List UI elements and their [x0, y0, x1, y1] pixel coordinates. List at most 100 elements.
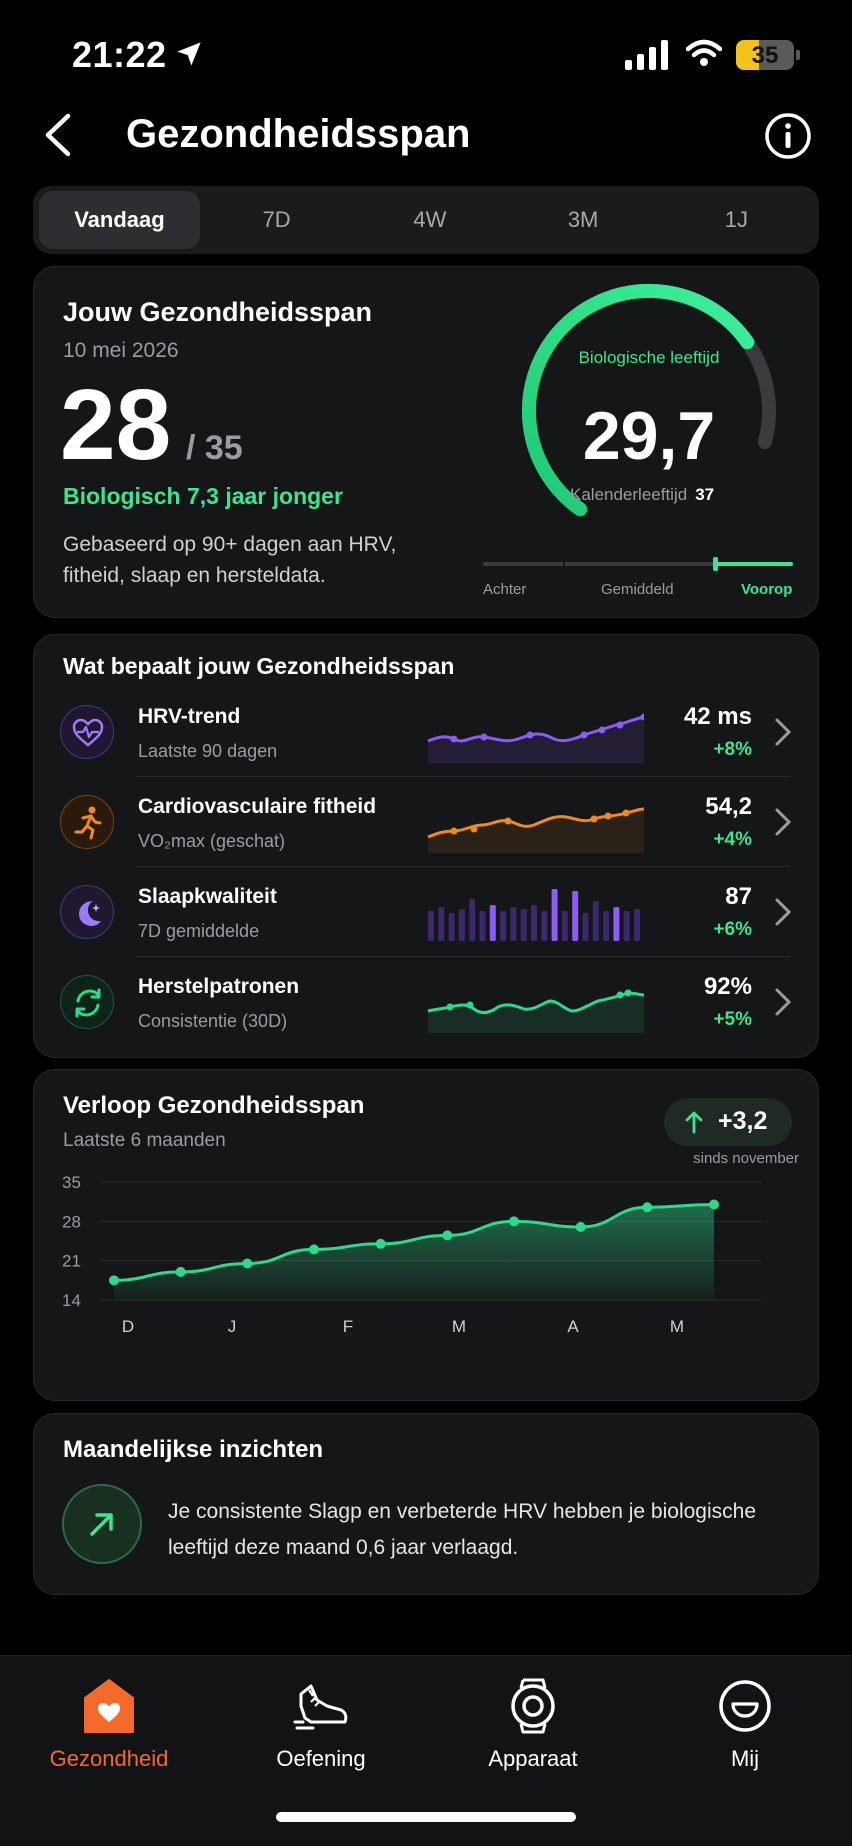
factor-row-hrv[interactable]: HRV-trend Laatste 90 dagen 42 ms +8% — [34, 687, 820, 777]
tab-7d[interactable]: 7D — [262, 207, 291, 232]
sleep-bar — [520, 909, 527, 941]
younger-text: Biologisch 7,3 jaar jonger — [63, 483, 343, 509]
moon-icon — [60, 885, 114, 939]
score-max: / 35 — [186, 429, 243, 467]
refresh-icon — [60, 975, 114, 1029]
trend-point — [242, 1258, 253, 1269]
status-time: 21:22 — [72, 34, 167, 75]
tab-1j[interactable]: 1J — [724, 207, 748, 232]
heart-pulse-icon — [60, 705, 114, 759]
profile-icon — [719, 1680, 771, 1732]
chevron-right-icon — [775, 808, 792, 836]
trend-point — [109, 1275, 119, 1286]
sleep-bar — [458, 909, 465, 941]
factor-sub: VO₂max (geschat) — [138, 831, 286, 851]
trend-point — [642, 1202, 653, 1213]
sleep-bar — [500, 911, 507, 941]
factor-sub: Consistentie (30D) — [138, 1011, 288, 1031]
calendar-age: Kalenderleeftijd 37 — [570, 485, 714, 505]
battery-tip — [796, 50, 800, 60]
row-divider — [136, 776, 790, 777]
calendar-age-value: 37 — [695, 485, 715, 504]
back-chevron-icon[interactable] — [40, 110, 76, 160]
tab-label: Apparaat — [488, 1746, 578, 1771]
insights-text: Je consistente Slagp en verbeterde HRV h… — [168, 1500, 756, 1559]
trend-point — [175, 1266, 186, 1277]
tab-label: Mij — [730, 1746, 760, 1771]
scale-label-behind: Achter — [483, 581, 527, 598]
factor-change: +8% — [713, 739, 752, 760]
sleep-bar — [551, 889, 558, 941]
delta-value: +3,2 — [718, 1107, 768, 1135]
sleep-bar — [592, 901, 599, 941]
gauge-label: Biologische leeftijd — [578, 348, 720, 367]
factor-sub: Laatste 90 dagen — [138, 741, 278, 761]
status-bar: 21:22 35 — [0, 0, 852, 110]
delta-pill: +3,2 — [664, 1098, 792, 1146]
info-icon[interactable] — [764, 112, 812, 160]
factor-value: 87 — [725, 883, 752, 910]
factors-title: Wat bepaalt jouw Gezondheidsspan — [63, 653, 455, 679]
sleep-bars — [428, 889, 640, 941]
x-tick-label: D — [122, 1317, 134, 1336]
age-position-scale — [483, 557, 793, 571]
trend-card: Verloop Gezondheidsspan Laatste 6 maande… — [33, 1069, 819, 1401]
factor-row-recovery[interactable]: Herstelpatronen Consistentie (30D) 92% +… — [34, 957, 820, 1047]
sleep-bar — [603, 911, 610, 941]
chevron-right-icon — [775, 718, 792, 746]
sleep-bar — [561, 911, 568, 941]
recovery-sparkline — [427, 989, 644, 1033]
sleep-bar — [489, 905, 496, 941]
y-tick-label: 21 — [62, 1252, 81, 1271]
factor-name: Herstelpatronen — [138, 975, 300, 998]
calendar-age-label: Kalenderleeftijd — [570, 485, 688, 504]
tab-gezondheid[interactable]: Gezondheid — [24, 1676, 194, 1786]
factor-row-sleep[interactable]: Slaapkwaliteit 7D gemiddelde 87 +6% — [34, 867, 820, 957]
biological-age-gauge — [521, 283, 776, 517]
factor-row-cardio[interactable]: Cardiovasculaire fitheid VO₂max (geschat… — [34, 777, 820, 867]
tab-oefening[interactable]: Oefening — [236, 1676, 406, 1786]
scale-label-average: Gemiddeld — [601, 581, 674, 598]
y-tick-label: 35 — [62, 1173, 81, 1192]
page-title: Gezondheidsspan — [126, 112, 471, 156]
x-tick-label: M — [670, 1317, 684, 1336]
factor-change: +5% — [713, 1009, 752, 1030]
factor-change: +4% — [713, 829, 752, 850]
tab-label: Gezondheid — [49, 1746, 169, 1771]
sleep-bar — [469, 899, 476, 941]
insights-card: Maandelijkse inzichten Je consistente Sl… — [33, 1413, 819, 1595]
trend-point — [309, 1244, 319, 1255]
sleep-bar — [572, 891, 579, 941]
x-tick-label: A — [567, 1317, 579, 1336]
trend-chart: 35 28 21 14 D J F M A M — [62, 1173, 762, 1336]
battery-indicator: 35 — [736, 40, 794, 70]
biological-age-value: 29,7 — [582, 398, 716, 474]
trend-up-badge — [62, 1484, 142, 1564]
tab-4w[interactable]: 4W — [413, 207, 447, 232]
scale-label-ahead: Voorop — [741, 581, 793, 598]
sleep-bar — [582, 913, 589, 941]
factor-name: Cardiovasculaire fitheid — [138, 795, 377, 818]
factor-sub: 7D gemiddelde — [138, 921, 260, 941]
trend-subtitle: Laatste 6 maanden — [63, 1130, 226, 1151]
tab-vandaag[interactable]: Vandaag — [39, 191, 200, 249]
sleep-bar — [438, 907, 445, 941]
trend-point — [442, 1230, 453, 1241]
x-tick-label: F — [343, 1317, 353, 1336]
tab-apparaat[interactable]: Apparaat — [448, 1676, 618, 1786]
trend-line — [113, 1202, 715, 1282]
signal-icon — [625, 40, 668, 70]
factor-name: Slaapkwaliteit — [138, 885, 277, 908]
x-tick-label: M — [452, 1317, 466, 1336]
trend-point — [375, 1238, 386, 1249]
sleep-bar — [541, 911, 548, 941]
tab-3m[interactable]: 3M — [567, 207, 599, 232]
battery-level: 35 — [751, 42, 779, 69]
score-card-title: Jouw Gezondheidsspan — [63, 297, 373, 327]
row-divider — [136, 866, 790, 867]
tab-mij[interactable]: Mij — [660, 1676, 830, 1786]
y-tick-label: 28 — [62, 1212, 81, 1231]
sleep-bar — [531, 905, 537, 941]
trend-point — [709, 1199, 719, 1210]
factor-change: +6% — [713, 919, 752, 940]
